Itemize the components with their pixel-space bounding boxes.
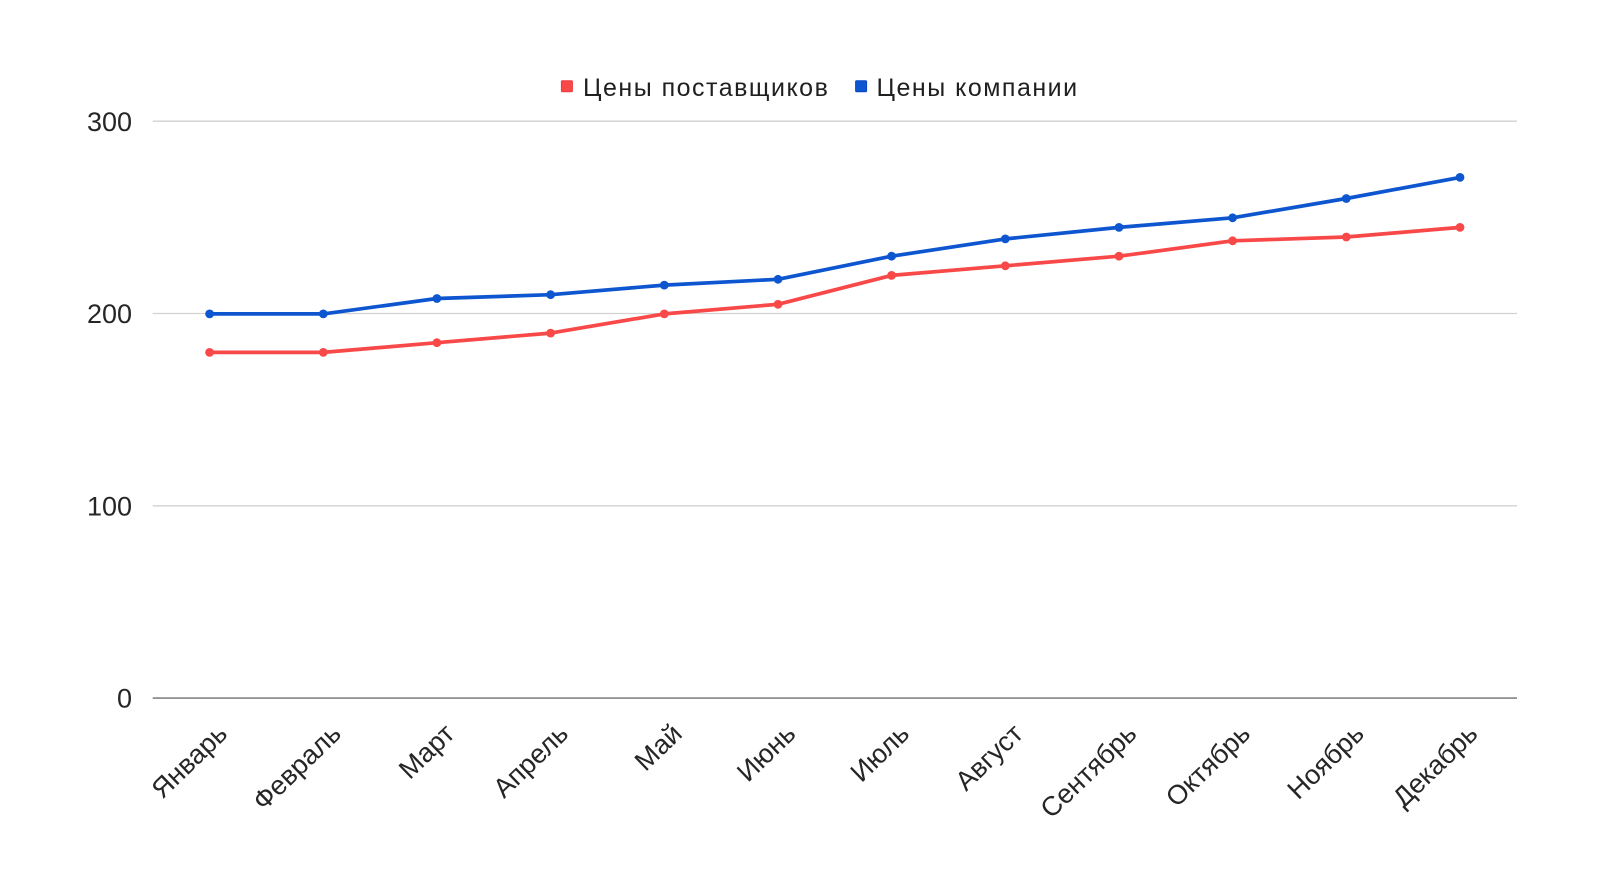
svg-text:Цены поставщиков: Цены поставщиков — [583, 74, 829, 102]
svg-text:0: 0 — [117, 684, 132, 714]
svg-text:200: 200 — [87, 299, 132, 329]
svg-text:300: 300 — [87, 107, 132, 137]
svg-text:Цены компании: Цены компании — [877, 74, 1079, 102]
svg-text:100: 100 — [87, 491, 132, 521]
